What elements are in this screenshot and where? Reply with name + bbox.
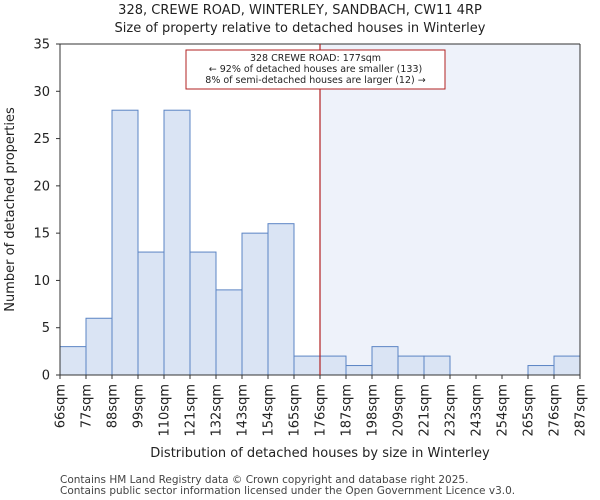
x-tick-label-132sqm: 132sqm	[210, 384, 225, 437]
x-tick-label-287sqm: 287sqm	[574, 384, 589, 437]
bar-77sqm	[85, 317, 113, 376]
x-tick-label-77sqm: 77sqm	[80, 384, 95, 428]
bar-110sqm	[163, 109, 191, 376]
x-tick-label-121sqm: 121sqm	[184, 384, 199, 437]
y-tick-label-5: 5	[42, 321, 50, 336]
x-tick-label-221sqm: 221sqm	[418, 384, 433, 437]
bar-198sqm	[371, 346, 399, 376]
annotation-smaller: ← 92% of detached houses are smaller (13…	[209, 64, 422, 75]
annotation-box	[185, 49, 446, 90]
bar-88sqm	[111, 109, 139, 376]
bar-187sqm	[345, 365, 373, 376]
x-tick-label-99sqm: 99sqm	[132, 384, 147, 428]
x-tick-label-176sqm: 176sqm	[314, 384, 329, 437]
x-tick-label-254sqm: 254sqm	[496, 384, 511, 437]
x-tick-label-110sqm: 110sqm	[158, 384, 173, 437]
footer-line-1: Contains HM Land Registry data © Crown c…	[60, 474, 469, 486]
x-tick-label-243sqm: 243sqm	[470, 384, 485, 437]
bar-66sqm	[59, 346, 87, 376]
bar-276sqm	[553, 355, 581, 376]
y-axis-label: Number of detached properties	[3, 107, 18, 312]
bar-265sqm	[527, 365, 555, 376]
bar-143sqm	[241, 232, 269, 376]
y-tick-label-0: 0	[42, 369, 50, 384]
x-tick-label-165sqm: 165sqm	[288, 384, 303, 437]
bar-221sqm	[423, 355, 451, 376]
x-tick-label-209sqm: 209sqm	[392, 384, 407, 437]
x-tick-label-232sqm: 232sqm	[444, 384, 459, 437]
y-tick-label-30: 30	[33, 85, 50, 100]
x-tick-label-154sqm: 154sqm	[262, 384, 277, 437]
highlight-region	[320, 44, 580, 375]
bar-165sqm	[293, 355, 321, 376]
bar-154sqm	[267, 223, 295, 376]
y-tick-label-10: 10	[33, 274, 50, 289]
x-axis-label: Distribution of detached houses by size …	[150, 446, 490, 461]
x-tick-label-276sqm: 276sqm	[548, 384, 563, 437]
chart-subtitle: Size of property relative to detached ho…	[114, 21, 486, 36]
y-tick-label-25: 25	[33, 132, 50, 147]
x-tick-label-143sqm: 143sqm	[236, 384, 251, 437]
x-tick-label-66sqm: 66sqm	[54, 384, 69, 428]
x-tick-label-187sqm: 187sqm	[340, 384, 355, 437]
x-tick-label-198sqm: 198sqm	[366, 384, 381, 437]
bar-121sqm	[189, 251, 217, 376]
x-tick-label-265sqm: 265sqm	[522, 384, 537, 437]
y-tick-label-35: 35	[33, 38, 50, 53]
y-tick-label-15: 15	[33, 227, 50, 242]
annotation-title: 328 CREWE ROAD: 177sqm	[250, 53, 381, 64]
bar-209sqm	[397, 355, 425, 376]
x-tick-label-88sqm: 88sqm	[106, 384, 121, 428]
bar-132sqm	[215, 289, 243, 376]
footer-line-2: Contains public sector information licen…	[60, 485, 516, 497]
annotation-larger: 8% of semi-detached houses are larger (1…	[205, 75, 425, 86]
bar-99sqm	[137, 251, 165, 376]
bar-176sqm	[319, 355, 347, 376]
y-tick-label-20: 20	[33, 179, 50, 194]
chart-title: 328, CREWE ROAD, WINTERLEY, SANDBACH, CW…	[118, 3, 482, 18]
